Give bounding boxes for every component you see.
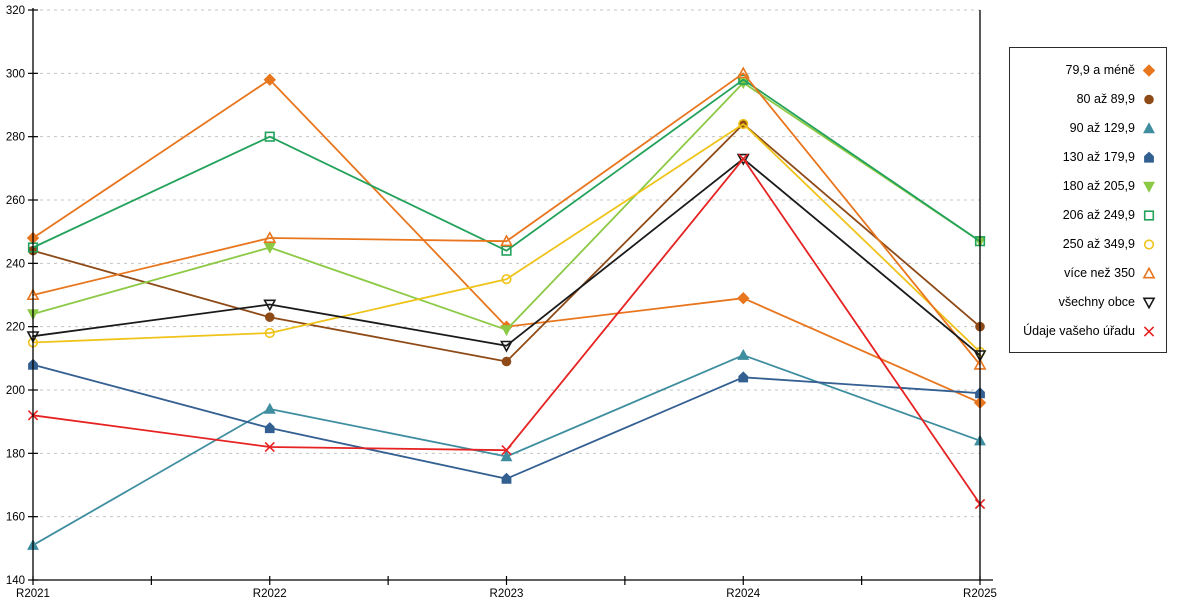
legend-label: 90 až 129,9	[1069, 120, 1135, 135]
x-tick-label: R2024	[726, 588, 760, 600]
x-tick-label: R2022	[253, 588, 287, 600]
chart-legend: 79,9 a méně 80 až 89,9 90 až 129,9 130 až 1…	[1009, 47, 1167, 353]
axis-labels: 140 160 180 200 220 240 260 280 300 320 R2021 R2022…	[6, 5, 997, 600]
legend-label: všechny obce	[1058, 294, 1135, 309]
y-tick-label: 300	[6, 68, 25, 80]
gridlines	[33, 9, 980, 518]
y-tick-label: 220	[6, 322, 25, 334]
legend-label: 180 až 205,9	[1062, 178, 1135, 193]
legend-item: 206 až 249,9	[1014, 201, 1157, 229]
circle-marker-icon	[1143, 238, 1155, 250]
square-marker-icon	[1143, 209, 1155, 221]
legend-item: Údaje vašeho úřadu	[1014, 317, 1157, 345]
x-tick-label: R2023	[490, 588, 524, 600]
axes	[28, 8, 993, 585]
x-marker-icon	[1143, 325, 1155, 337]
legend-item: 80 až 89,9	[1014, 85, 1157, 113]
legend-item: 250 až 349,9	[1014, 230, 1157, 258]
y-tick-label: 140	[6, 575, 25, 587]
legend-label: 80 až 89,9	[1076, 91, 1135, 106]
x-tick-label: R2025	[963, 588, 997, 600]
y-tick-label: 180	[6, 448, 25, 460]
series-5	[27, 78, 986, 337]
series-4	[28, 358, 985, 484]
legend-item: všechny obce	[1014, 288, 1157, 316]
legend-label: 130 až 179,9	[1062, 149, 1135, 164]
triangle-up-marker-icon	[1142, 266, 1156, 278]
series-6	[27, 74, 986, 256]
legend-label: 250 až 349,9	[1062, 236, 1135, 251]
house-marker-icon	[1144, 151, 1154, 163]
x-tick-label: R2021	[16, 588, 50, 600]
legend-item: 79,9 a méně	[1014, 56, 1157, 84]
triangle-up-marker-icon	[1143, 121, 1155, 133]
legend-label: více než 350	[1064, 265, 1135, 280]
y-tick-label: 320	[6, 5, 25, 17]
y-tick-label: 260	[6, 195, 25, 207]
y-tick-label: 200	[6, 385, 25, 397]
legend-label: 206 až 249,9	[1062, 207, 1135, 222]
legend-label: Údaje vašeho úřadu	[1023, 323, 1135, 338]
legend-item: více než 350	[1014, 259, 1157, 287]
legend-item: 90 až 129,9	[1014, 114, 1157, 142]
y-tick-label: 160	[6, 512, 25, 524]
legend-label: 79,9 a méně	[1065, 62, 1136, 77]
triangle-down-marker-icon	[1143, 181, 1155, 193]
diamond-marker-icon	[1142, 63, 1156, 77]
triangle-down-marker-icon	[1142, 297, 1156, 309]
y-tick-label: 240	[6, 258, 25, 270]
legend-item: 130 až 179,9	[1014, 143, 1157, 171]
y-tick-label: 280	[6, 132, 25, 144]
circle-marker-icon	[1144, 94, 1154, 104]
legend-item: 180 až 205,9	[1014, 172, 1157, 200]
